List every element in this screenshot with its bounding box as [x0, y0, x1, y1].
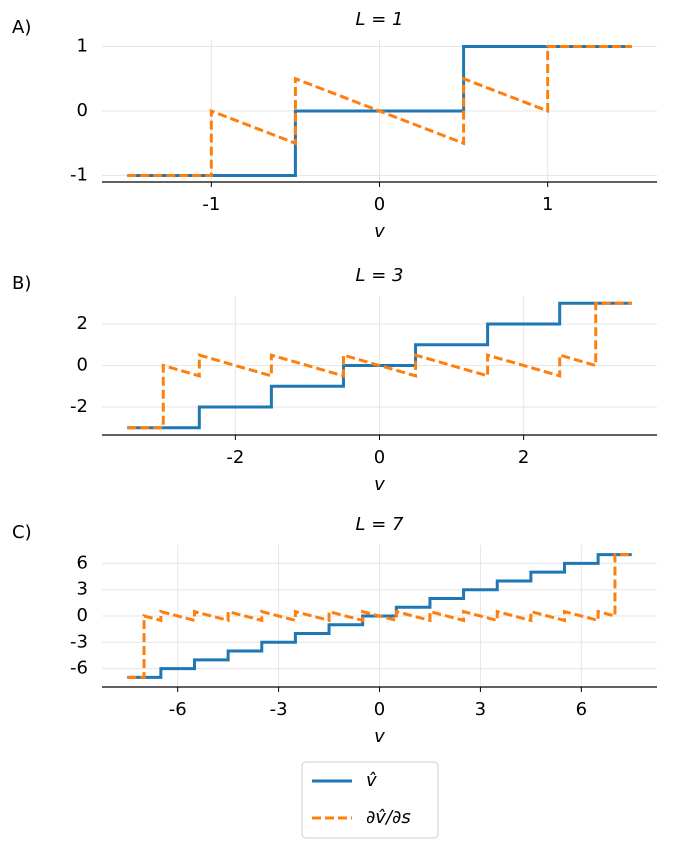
y-tick-label: 0 [77, 100, 88, 121]
panel-label: A) [12, 17, 31, 38]
x-tick-label: 0 [374, 699, 385, 720]
y-tick-label: -6 [70, 658, 88, 679]
series-line [127, 301, 632, 430]
x-tick-label: -1 [202, 194, 220, 215]
legend-label: ∂v̂/∂s [366, 807, 411, 828]
x-tick-label: 2 [518, 447, 529, 468]
x-tick-label: -3 [270, 699, 288, 720]
y-tick-label: 1 [77, 35, 88, 56]
x-tick-label: 6 [576, 699, 587, 720]
x-axis-label: v [374, 221, 385, 242]
panel-label: C) [12, 522, 32, 543]
panel-label: B) [12, 273, 31, 294]
x-tick-label: -6 [169, 699, 187, 720]
y-tick-label: 0 [77, 605, 88, 626]
x-tick-label: 3 [475, 699, 486, 720]
y-tick-label: 3 [77, 579, 88, 600]
y-tick-label: 6 [77, 552, 88, 573]
chart-title: L = 3 [355, 265, 403, 286]
y-tick-label: 0 [77, 355, 88, 376]
series-line [127, 44, 632, 178]
chart-title: L = 7 [355, 514, 404, 535]
x-axis-label: v [374, 726, 385, 747]
x-axis-label: v [374, 474, 385, 495]
y-tick-label: -2 [70, 396, 88, 417]
x-tick-label: 0 [374, 194, 385, 215]
x-tick-label: 0 [374, 447, 385, 468]
y-tick-label: 2 [77, 313, 88, 334]
legend-label: v̂ [366, 770, 377, 791]
x-tick-label: -2 [226, 447, 244, 468]
series-line [127, 553, 632, 679]
chart-title: L = 1 [355, 9, 403, 30]
legend: v̂ ∂v̂/∂s [301, 761, 439, 839]
x-tick-label: 1 [542, 194, 553, 215]
y-tick-label: -3 [70, 631, 88, 652]
y-tick-label: -1 [70, 165, 88, 186]
